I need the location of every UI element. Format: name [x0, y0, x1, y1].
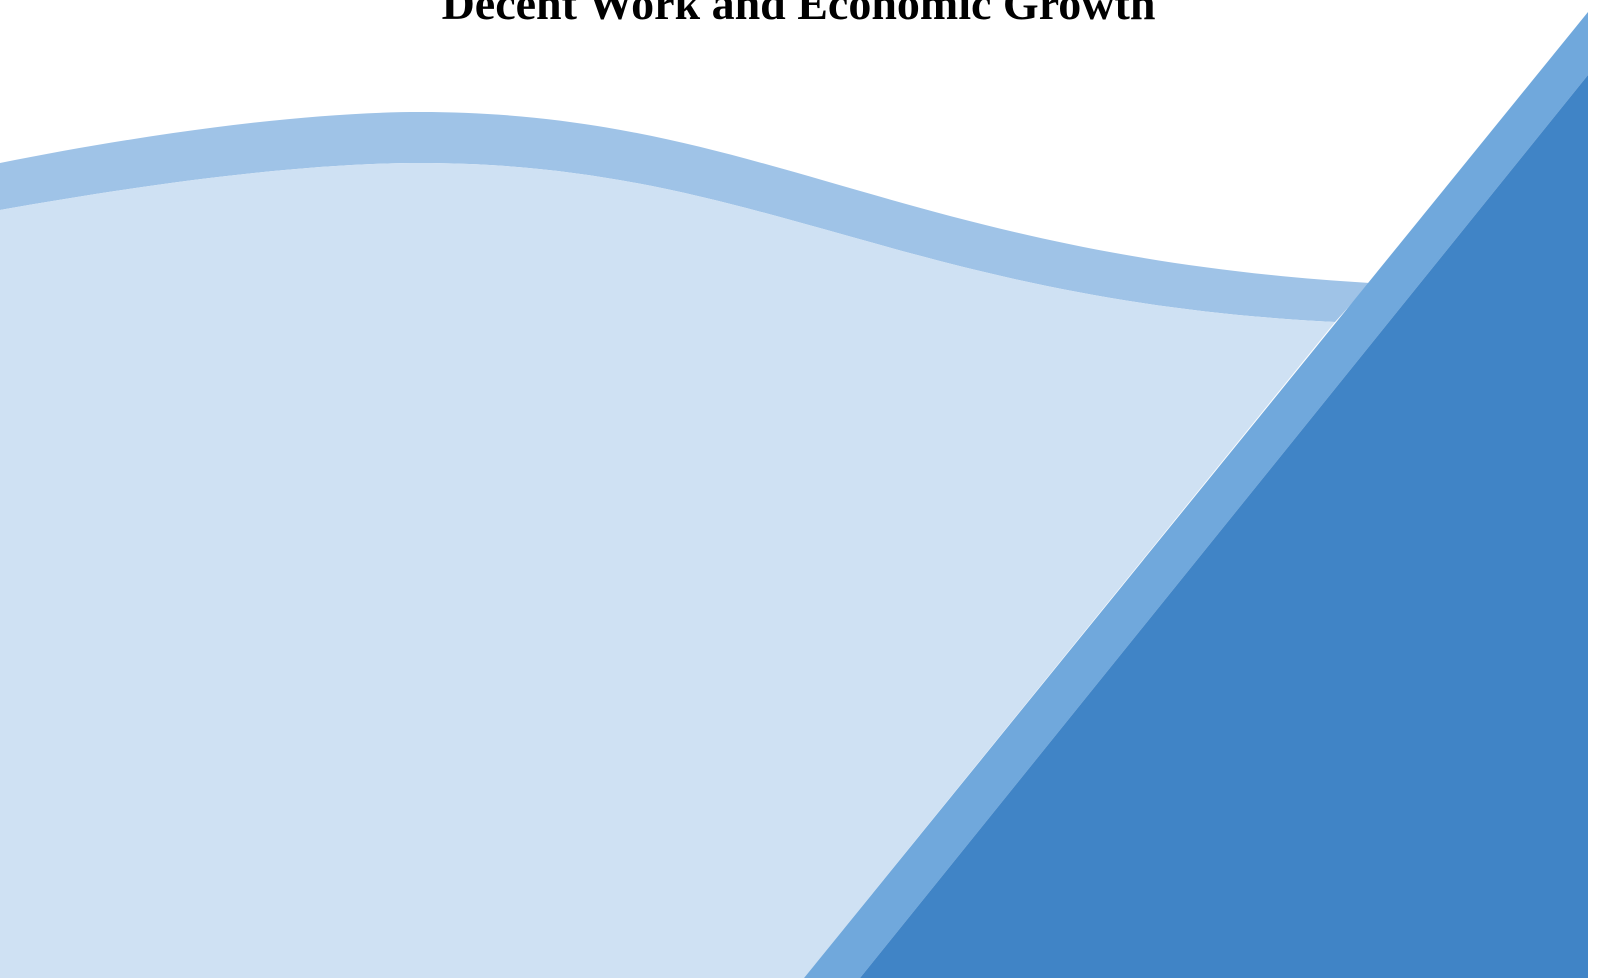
page-title: Decent Work and Economic Growth — [441, 0, 1156, 29]
corner-fill-shape — [860, 75, 1588, 978]
page-right-margin — [1588, 0, 1597, 978]
wave-fill-shape — [0, 163, 1335, 978]
wave-band-shape — [0, 112, 1370, 322]
diagonal-band-shape — [804, 12, 1588, 978]
